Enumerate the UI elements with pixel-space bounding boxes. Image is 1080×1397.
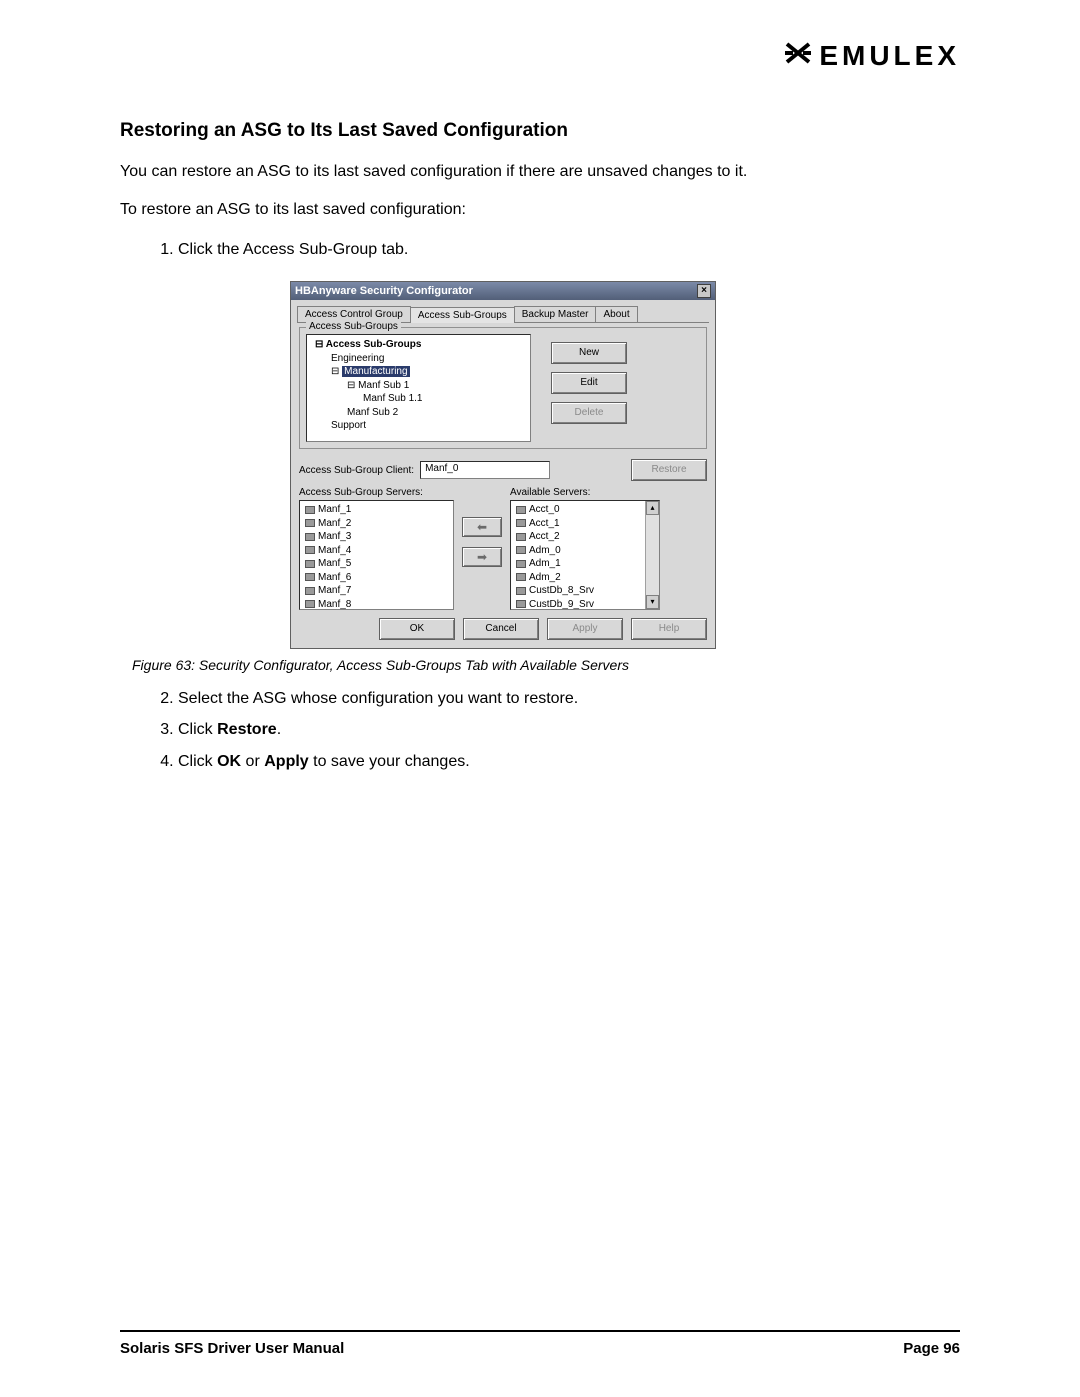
server-icon (516, 506, 526, 514)
brand-icon (785, 42, 811, 71)
apply-button[interactable]: Apply (547, 618, 623, 640)
list-item: CustDb_9_Srv (513, 598, 657, 611)
available-servers-list[interactable]: Acct_0 Acct_1 Acct_2 Adm_0 Adm_1 Adm_2 C… (510, 500, 660, 610)
scroll-up-icon[interactable]: ▴ (646, 501, 659, 515)
list-item: Adm_0 (513, 544, 657, 558)
tree-root[interactable]: ⊟ Access Sub-Groups (315, 338, 526, 352)
server-icon (516, 573, 526, 581)
group-label: Access Sub-Groups (306, 321, 401, 332)
intro-paragraph-1: You can restore an ASG to its last saved… (120, 160, 960, 184)
page-footer: Solaris SFS Driver User Manual Page 96 (120, 1330, 960, 1357)
step-3: Click Restore. (178, 716, 960, 743)
list-item: Manf_1 (302, 503, 451, 517)
list-item: Manf_2 (302, 517, 451, 531)
ok-button[interactable]: OK (379, 618, 455, 640)
delete-button[interactable]: Delete (551, 402, 627, 424)
server-icon (305, 573, 315, 581)
server-icon (305, 600, 315, 608)
list-item: Manf_7 (302, 584, 451, 598)
list-item: Manf_4 (302, 544, 451, 558)
tab-access-sub-groups[interactable]: Access Sub-Groups (410, 307, 515, 323)
intro-paragraph-2: To restore an ASG to its last saved conf… (120, 198, 960, 222)
new-button[interactable]: New (551, 342, 627, 364)
dialog-button-row: OK Cancel Apply Help (299, 618, 707, 640)
server-icon (516, 546, 526, 554)
window-title: HBAnyware Security Configurator (295, 285, 473, 297)
cancel-button[interactable]: Cancel (463, 618, 539, 640)
list-item: CustDb_8_Srv (513, 584, 657, 598)
client-row: Access Sub-Group Client: Manf_0 Restore (299, 459, 707, 481)
section-heading: Restoring an ASG to Its Last Saved Confi… (120, 120, 960, 142)
asg-servers-label: Access Sub-Group Servers: (299, 487, 454, 498)
window-titlebar: HBAnyware Security Configurator × (291, 282, 715, 300)
tab-about[interactable]: About (595, 306, 637, 322)
list-item: Manf_5 (302, 557, 451, 571)
list-item: Acct_2 (513, 530, 657, 544)
step-1: Click the Access Sub-Group tab. (178, 236, 960, 263)
tree-node-manf-sub-2[interactable]: Manf Sub 2 (347, 406, 526, 420)
move-right-button[interactable]: ➡ (462, 547, 502, 567)
list-item: Manf_8 (302, 598, 451, 611)
server-lists: Access Sub-Group Servers: Manf_1 Manf_2 … (299, 487, 707, 610)
brand-name: EMULEX (819, 40, 960, 72)
server-icon (305, 519, 315, 527)
move-left-button[interactable]: ⬅ (462, 517, 502, 537)
tree-node-support[interactable]: Support (331, 419, 526, 433)
tab-backup-master[interactable]: Backup Master (514, 306, 597, 322)
close-icon[interactable]: × (697, 284, 711, 298)
tree-node-manufacturing[interactable]: ⊟ Manufacturing (331, 365, 526, 379)
list-item: Manf_3 (302, 530, 451, 544)
scroll-down-icon[interactable]: ▾ (646, 595, 659, 609)
client-label: Access Sub-Group Client: (299, 465, 414, 476)
server-icon (516, 600, 526, 608)
figure-caption: Figure 63: Security Configurator, Access… (132, 657, 960, 673)
footer-left: Solaris SFS Driver User Manual (120, 1340, 344, 1357)
dialog-window: HBAnyware Security Configurator × Access… (290, 281, 716, 649)
list-item: Acct_0 (513, 503, 657, 517)
asg-servers-list[interactable]: Manf_1 Manf_2 Manf_3 Manf_4 Manf_5 Manf_… (299, 500, 454, 610)
brand-logo: EMULEX (785, 40, 960, 72)
server-icon (305, 560, 315, 568)
step-4: Click OK or Apply to save your changes. (178, 748, 960, 775)
tree-node-engineering[interactable]: Engineering (331, 352, 526, 366)
tree-node-manf-sub-1[interactable]: ⊟ Manf Sub 1 (347, 379, 526, 393)
server-icon (516, 560, 526, 568)
step-2: Select the ASG whose configuration you w… (178, 685, 960, 712)
client-field[interactable]: Manf_0 (420, 461, 550, 479)
footer-right: Page 96 (903, 1340, 960, 1357)
edit-button[interactable]: Edit (551, 372, 627, 394)
list-item: Manf_6 (302, 571, 451, 585)
access-sub-groups-group: Access Sub-Groups ⊟ Access Sub-Groups En… (299, 327, 707, 449)
server-icon (305, 506, 315, 514)
asg-tree[interactable]: ⊟ Access Sub-Groups Engineering ⊟ Manufa… (306, 334, 531, 442)
server-icon (516, 587, 526, 595)
list-item: Acct_1 (513, 517, 657, 531)
tab-access-control-group[interactable]: Access Control Group (297, 306, 411, 322)
restore-button[interactable]: Restore (631, 459, 707, 481)
tree-node-manf-sub-1-1[interactable]: Manf Sub 1.1 (363, 392, 526, 406)
scrollbar[interactable]: ▴ ▾ (645, 501, 659, 609)
help-button[interactable]: Help (631, 618, 707, 640)
figure-screenshot: HBAnyware Security Configurator × Access… (290, 281, 960, 649)
list-item: Adm_1 (513, 557, 657, 571)
list-item: Adm_2 (513, 571, 657, 585)
server-icon (305, 546, 315, 554)
server-icon (516, 519, 526, 527)
server-icon (305, 533, 315, 541)
server-icon (516, 533, 526, 541)
server-icon (305, 587, 315, 595)
available-servers-label: Available Servers: (510, 487, 660, 498)
